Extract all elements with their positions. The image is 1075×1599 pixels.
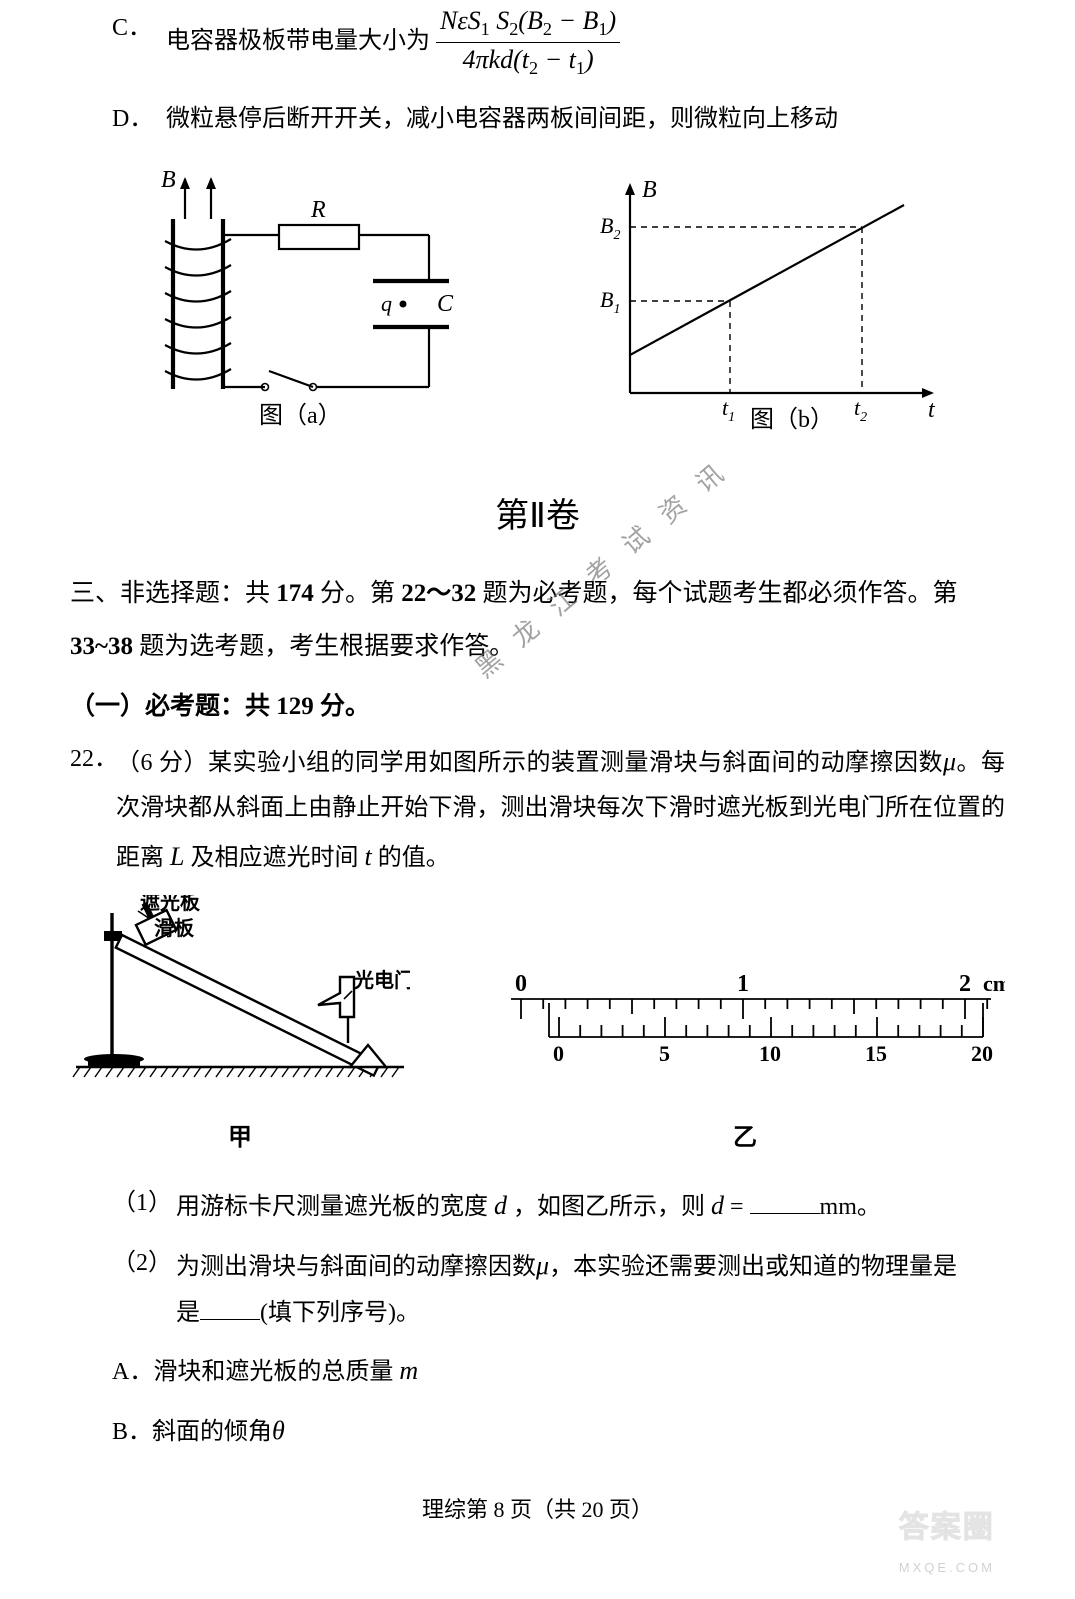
q22-L: L (170, 842, 184, 871)
q22-2-blank (200, 1293, 260, 1319)
q22-2-t1: 为测出滑块与斜面间的动摩擦因数 (176, 1254, 536, 1280)
q22-mid: 及相应遮光时间 (184, 845, 364, 871)
figure-exp-svg: 遮光板滑板光电门 (70, 895, 410, 1095)
figures-row-1: B Rq C 图（a） Bt B1 B2 t1 t2 图（b） (70, 165, 1005, 452)
svg-text:20: 20 (971, 1041, 993, 1066)
q22-sub1: （1） 用游标卡尺测量遮光板的宽度 d ，如图乙所示，则 d = mm。 (112, 1181, 1005, 1231)
fig-exp-caption: 甲 (70, 1116, 410, 1162)
svg-text:光电门: 光电门 (353, 968, 410, 992)
q22-B-theta: θ (272, 1416, 285, 1445)
question-22: 22． （6 分）某实验小组的同学用如图所示的装置测量滑块与斜面间的动摩擦因数μ… (116, 737, 1005, 882)
svg-text:B: B (642, 177, 657, 203)
q22-tail: 的值。 (372, 845, 450, 871)
q22-2-hint: (填下列序号)。 (260, 1300, 420, 1326)
q22-body: （6 分）某实验小组的同学用如图所示的装置测量滑块与斜面间的动摩擦因数μ。每次滑… (116, 737, 1005, 882)
svg-text:t1: t1 (722, 395, 735, 425)
s3-b1: 174 (276, 580, 314, 607)
q22-opt-B: B．斜面的倾角θ (112, 1406, 1005, 1456)
figure-exp-wrap: 遮光板滑板光电门 甲 (70, 895, 410, 1161)
q22-2-body: 为测出滑块与斜面间的动摩擦因数μ，本实验还需要测出或知道的物理量是 是(填下列序… (176, 1241, 957, 1336)
svg-text:t2: t2 (854, 395, 867, 425)
q22-2-t2: ，本实验还需要测出或知道的物理量是 (549, 1254, 957, 1280)
option-c-fraction: NεS1 S2(B2 − B1) 4πkd(t2 − t1) (436, 6, 620, 79)
svg-text:15: 15 (865, 1041, 887, 1066)
svg-text:滑板: 滑板 (154, 916, 195, 940)
option-c: C． 电容器极板带电量大小为 NεS1 S2(B2 − B1) 4πkd(t2 … (112, 6, 1005, 79)
q22-1-t1: 用游标卡尺测量遮光板的宽度 (176, 1194, 494, 1220)
q22-t: t (364, 842, 371, 871)
q22-1-t2: ，如图乙所示，则 (507, 1194, 711, 1220)
sub1-b: 129 (276, 693, 314, 720)
option-c-prefix: 电容器极板带电量大小为 (166, 28, 430, 54)
figure-b-wrap: Bt B1 B2 t1 t2 图（b） (576, 175, 946, 452)
svg-text:10: 10 (759, 1041, 781, 1066)
s3-m1: 分。第 (314, 580, 402, 607)
q22-1-blank (750, 1188, 820, 1214)
q22-2-line2: 是(填下列序号)。 (176, 1300, 420, 1326)
q22-A-m: m (399, 1356, 418, 1385)
q22-mu: μ (943, 747, 956, 776)
section-3: 三、非选择题：共 174 分。第 22～32 题为必考题，每个试题考生都必须作答… (70, 568, 1005, 673)
q22-opt-A: A．滑块和遮光板的总质量 m (112, 1346, 1005, 1396)
svg-text:B1: B1 (600, 287, 620, 317)
q22-lead: （6 分）某实验小组的同学用如图所示的装置测量滑块与斜面间的动摩擦因数 (116, 750, 943, 776)
svg-text:图（a）: 图（a） (259, 403, 342, 429)
frac-den: 4πkd(t2 − t1) (436, 43, 620, 79)
subsection-1: （一）必考题：共 129 分。 (70, 683, 1005, 731)
q22-1-eq: = (724, 1194, 750, 1220)
svg-text:B2: B2 (600, 213, 620, 243)
q22-A-text: 滑块和遮光板的总质量 (153, 1359, 399, 1385)
svg-text:C: C (437, 291, 454, 317)
figure-vernier-wrap: 0 1 2 cm 0 5 10 15 20 乙 (485, 955, 1005, 1161)
q22-1-body: 用游标卡尺测量遮光板的宽度 d ，如图乙所示，则 d = mm。 (176, 1181, 881, 1231)
option-d-label: D． (112, 97, 166, 143)
svg-text:0: 0 (515, 971, 527, 997)
svg-text:t: t (928, 397, 936, 423)
svg-text:图（b）: 图（b） (750, 407, 834, 433)
option-d-text: 微粒悬停后断开开关，减小电容器两板间间距，则微粒向上移动 (166, 97, 1005, 143)
s3-b3: 33~38 (70, 633, 133, 660)
svg-text:q: q (381, 291, 392, 316)
q22-B-text: 斜面的倾角 (152, 1419, 272, 1445)
wm-sub: MXQE.COM (899, 1556, 995, 1581)
s3-b2: 22～32 (401, 580, 476, 607)
figure-a-svg: B Rq C 图（a） (129, 165, 459, 435)
svg-text:2: 2 (959, 971, 971, 997)
option-c-label: C． (112, 6, 166, 79)
svg-text:1: 1 (737, 971, 749, 997)
svg-text:0: 0 (553, 1041, 564, 1066)
q22-number: 22． (70, 737, 116, 882)
figure-a-wrap: B Rq C 图（a） (129, 165, 459, 452)
q22-1-d: d (494, 1191, 507, 1220)
figure-b-svg: Bt B1 B2 t1 t2 图（b） (576, 175, 946, 435)
s3-m2: 题为必考题，每个试题考生都必须作答。第 (476, 580, 957, 607)
sub1-p: （一）必考题：共 (70, 693, 276, 720)
q22-2-num: （2） (112, 1241, 176, 1336)
fig-vernier-caption: 乙 (485, 1116, 1005, 1162)
svg-text:遮光板: 遮光板 (140, 895, 201, 914)
s3-p1: 三、非选择题：共 (70, 580, 276, 607)
sub1-s: 分。 (314, 693, 370, 720)
svg-text:cm: cm (983, 971, 1005, 996)
svg-text:R: R (310, 197, 326, 223)
s3-m3: 题为选考题，考生根据要求作答。 (133, 633, 514, 660)
q22-1-num: （1） (112, 1181, 176, 1231)
q22-1-d2: d (711, 1191, 724, 1220)
page-footer: 理综第 8 页（共 20 页） (70, 1489, 1005, 1531)
q22-A-label: A． (112, 1359, 153, 1385)
option-c-text: 电容器极板带电量大小为 NεS1 S2(B2 − B1) 4πkd(t2 − t… (166, 6, 1005, 79)
q22-2-mu: μ (536, 1251, 549, 1280)
part-2-heading: 第Ⅱ卷 (70, 485, 1005, 550)
svg-text:B: B (161, 167, 176, 193)
option-d: D． 微粒悬停后断开开关，减小电容器两板间间距，则微粒向上移动 (112, 97, 1005, 143)
figures-row-2: 遮光板滑板光电门 甲 0 1 2 cm 0 5 10 15 20 乙 (70, 895, 1005, 1161)
q22-B-label: B． (112, 1419, 152, 1445)
q22-1-unit: mm。 (820, 1194, 881, 1220)
figure-vernier-svg: 0 1 2 cm 0 5 10 15 20 (485, 955, 1005, 1095)
q22-sub2: （2） 为测出滑块与斜面间的动摩擦因数μ，本实验还需要测出或知道的物理量是 是(… (112, 1241, 1005, 1336)
svg-text:5: 5 (659, 1041, 670, 1066)
frac-num: NεS1 S2(B2 − B1) (436, 6, 620, 43)
